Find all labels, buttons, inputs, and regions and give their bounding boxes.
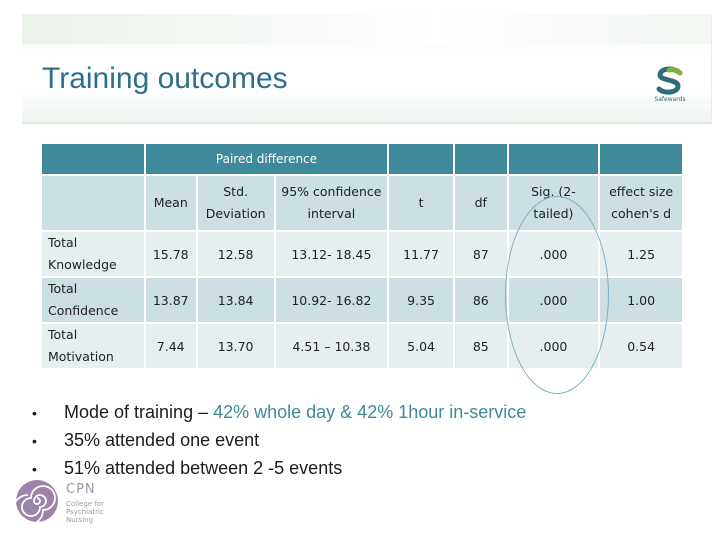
cell-effect-size: 1.25 (598, 230, 684, 278)
table-row: Total Knowledge 15.78 12.58 13.12- 18.45… (40, 230, 684, 278)
row-label: Total Motivation (40, 322, 146, 370)
header-blank-cell (40, 174, 146, 232)
bullet-highlight-text: 42% whole day & 42% 1hour in-service (213, 402, 527, 422)
column-header-t: t (387, 174, 455, 232)
cell-confidence-interval: 13.12- 18.45 (273, 230, 390, 278)
cell-df: 85 (452, 322, 509, 370)
bullet-list: • Mode of training – 42% whole day & 42%… (32, 402, 526, 486)
cell-confidence-interval: 4.51 – 10.38 (273, 322, 390, 370)
table-group-header-row: Paired difference (40, 142, 684, 176)
cell-t: 9.35 (387, 276, 455, 324)
row-label: Total Knowledge (40, 230, 146, 278)
list-item: • 51% attended between 2 -5 events (32, 458, 526, 486)
safewards-s-icon (656, 66, 683, 95)
bullet-dot: • (32, 405, 37, 421)
cell-effect-size: 1.00 (598, 276, 684, 324)
bullet-dot: • (32, 433, 37, 449)
cell-std-deviation: 12.58 (195, 230, 276, 278)
cell-std-deviation: 13.84 (195, 276, 276, 324)
table-row: Total Confidence 13.87 13.84 10.92- 16.8… (40, 276, 684, 324)
list-item: • 35% attended one event (32, 430, 526, 458)
header-blank-cell (506, 142, 601, 176)
row-label: Total Confidence (40, 276, 146, 324)
swirl-logo-icon (14, 480, 58, 524)
sig-column-highlight-oval (505, 196, 609, 394)
column-header-std-deviation: Std. Deviation (195, 174, 276, 232)
group-header-paired-difference: Paired difference (143, 142, 390, 176)
header-blank-cell (452, 142, 509, 176)
banner-stripe (22, 14, 711, 44)
bullet-dot: • (32, 461, 37, 477)
cpn-subtitle: College for Psychiatric Nursing (66, 500, 104, 524)
column-header-mean: Mean (143, 174, 198, 232)
cell-t: 5.04 (387, 322, 455, 370)
cell-df: 87 (452, 230, 509, 278)
column-header-confidence-interval: 95% confidence interval (273, 174, 390, 232)
cell-df: 86 (452, 276, 509, 324)
safewards-name: Safewards (654, 96, 686, 103)
bullet-text: Mode of training – (64, 402, 214, 422)
header-blank-cell (40, 142, 146, 176)
column-header-df: df (452, 174, 509, 232)
slide-title: Training outcomes (42, 62, 288, 95)
list-item: • Mode of training – 42% whole day & 42%… (32, 402, 526, 430)
paired-difference-table: Paired difference Mean Std. Deviation 95… (40, 142, 684, 370)
cell-mean: 15.78 (143, 230, 198, 278)
cell-t: 11.77 (387, 230, 455, 278)
bullet-text: 51% attended between 2 -5 events (64, 458, 343, 478)
column-header-effect-size: effect size cohen's d (598, 174, 684, 232)
table-column-header-row: Mean Std. Deviation 95% confidence inter… (40, 174, 684, 232)
cpn-logo: CPN College for Psychiatric Nursing (14, 478, 118, 536)
cell-confidence-interval: 10.92- 16.82 (273, 276, 390, 324)
header-blank-cell (598, 142, 684, 176)
title-banner (22, 14, 712, 124)
cpn-name: CPN (66, 482, 96, 497)
cell-std-deviation: 13.70 (195, 322, 276, 370)
header-blank-cell (387, 142, 455, 176)
bullet-text: 35% attended one event (64, 430, 260, 450)
safewards-logo: Safewards (650, 66, 690, 110)
cell-effect-size: 0.54 (598, 322, 684, 370)
cell-mean: 13.87 (143, 276, 198, 324)
cell-mean: 7.44 (143, 322, 198, 370)
